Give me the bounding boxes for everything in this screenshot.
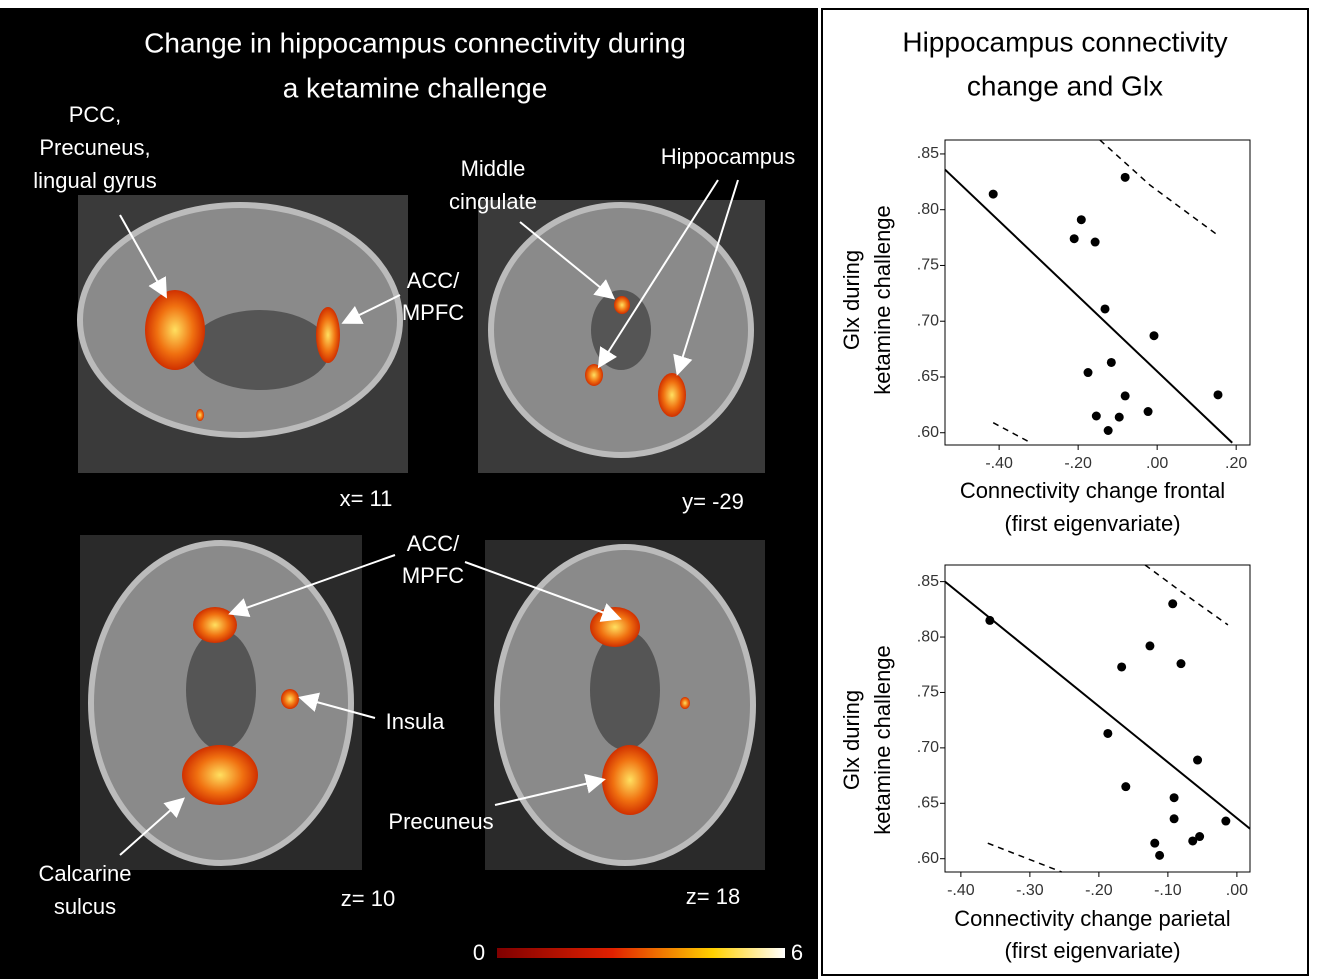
x-axis-label: Connectivity change parietal: [954, 906, 1230, 931]
data-point: [1121, 173, 1130, 182]
data-point: [1104, 426, 1113, 435]
data-point: [1170, 793, 1179, 802]
y-tick-label: .60: [917, 424, 939, 441]
region-label: PCC,: [69, 102, 122, 127]
slice-label: x= 11: [340, 486, 393, 511]
y-tick-label: .75: [917, 684, 939, 701]
x-tick-label: -.10: [1154, 882, 1182, 899]
region-label: Middle: [461, 156, 526, 181]
panel-title: Change in hippocampus connectivity durin…: [144, 27, 686, 58]
data-point: [1091, 238, 1100, 247]
figure: Change in hippocampus connectivity durin…: [0, 0, 1318, 979]
x-tick-label: -.40: [947, 882, 975, 899]
slice-label: y= -29: [682, 489, 744, 514]
y-tick-label: .60: [917, 850, 939, 867]
data-point: [1149, 331, 1158, 340]
data-point: [1150, 839, 1159, 848]
data-point: [1092, 412, 1101, 421]
colorbar-max: 6: [791, 940, 803, 965]
slice-label: z= 18: [686, 884, 740, 909]
colorbar: [497, 948, 785, 958]
x-tick-label: -.40: [985, 455, 1013, 472]
region-label: Insula: [386, 709, 445, 734]
y-axis-label: ketamine challenge: [870, 205, 895, 395]
region-label: Calcarine: [39, 861, 132, 886]
y-tick-label: .75: [917, 257, 939, 274]
data-point: [1107, 358, 1116, 367]
y-tick-label: .70: [917, 312, 939, 329]
y-axis-label: Glx during: [839, 250, 864, 350]
region-label: ACC/: [407, 531, 460, 556]
data-point: [1176, 659, 1185, 668]
y-tick-label: .85: [917, 145, 939, 162]
y-axis-label: Glx during: [839, 690, 864, 790]
x-tick-label: .00: [1226, 882, 1248, 899]
data-point: [1115, 413, 1124, 422]
x-tick-label: -.20: [1085, 882, 1113, 899]
region-label: lingual gyrus: [33, 168, 157, 193]
y-tick-label: .80: [917, 628, 939, 645]
y-tick-label: .70: [917, 739, 939, 756]
x-axis-label: (first eigenvariate): [1004, 511, 1180, 536]
region-label: Precuneus: [388, 809, 493, 834]
data-point: [1195, 832, 1204, 841]
region-label: MPFC: [402, 300, 464, 325]
data-point: [985, 616, 994, 625]
data-point: [1117, 662, 1126, 671]
data-point: [1213, 390, 1222, 399]
region-label: sulcus: [54, 894, 116, 919]
x-axis-label: (first eigenvariate): [1004, 938, 1180, 963]
data-point: [1077, 215, 1086, 224]
data-point: [1144, 407, 1153, 416]
region-label: MPFC: [402, 563, 464, 588]
data-point: [1084, 368, 1093, 377]
region-label: ACC/: [407, 268, 460, 293]
x-tick-label: .00: [1146, 455, 1168, 472]
y-tick-label: .65: [917, 795, 939, 812]
data-point: [989, 190, 998, 199]
colorbar-min: 0: [473, 940, 485, 965]
data-point: [1168, 599, 1177, 608]
data-point: [1193, 756, 1202, 765]
y-tick-label: .65: [917, 368, 939, 385]
data-point: [1121, 782, 1130, 791]
y-tick-label: .85: [917, 573, 939, 590]
data-point: [1121, 391, 1130, 400]
slice-label: z= 10: [341, 886, 395, 911]
region-label: cingulate: [449, 189, 537, 214]
data-point: [1070, 234, 1079, 243]
data-point: [1170, 814, 1179, 823]
x-tick-label: .20: [1225, 455, 1247, 472]
data-point: [1155, 851, 1164, 860]
panel-title: change and Glx: [967, 70, 1163, 101]
y-tick-label: .80: [917, 201, 939, 218]
region-label: Precuneus,: [39, 135, 150, 160]
data-point: [1221, 817, 1230, 826]
y-axis-label: ketamine challenge: [870, 645, 895, 835]
region-label: Hippocampus: [661, 144, 796, 169]
panel-title: a ketamine challenge: [283, 72, 548, 103]
data-point: [1101, 304, 1110, 313]
data-point: [1145, 641, 1154, 650]
x-tick-label: -.20: [1064, 455, 1092, 472]
x-axis-label: Connectivity change frontal: [960, 478, 1225, 503]
x-tick-label: -.30: [1016, 882, 1044, 899]
panel-title: Hippocampus connectivity: [902, 26, 1227, 57]
data-point: [1103, 729, 1112, 738]
